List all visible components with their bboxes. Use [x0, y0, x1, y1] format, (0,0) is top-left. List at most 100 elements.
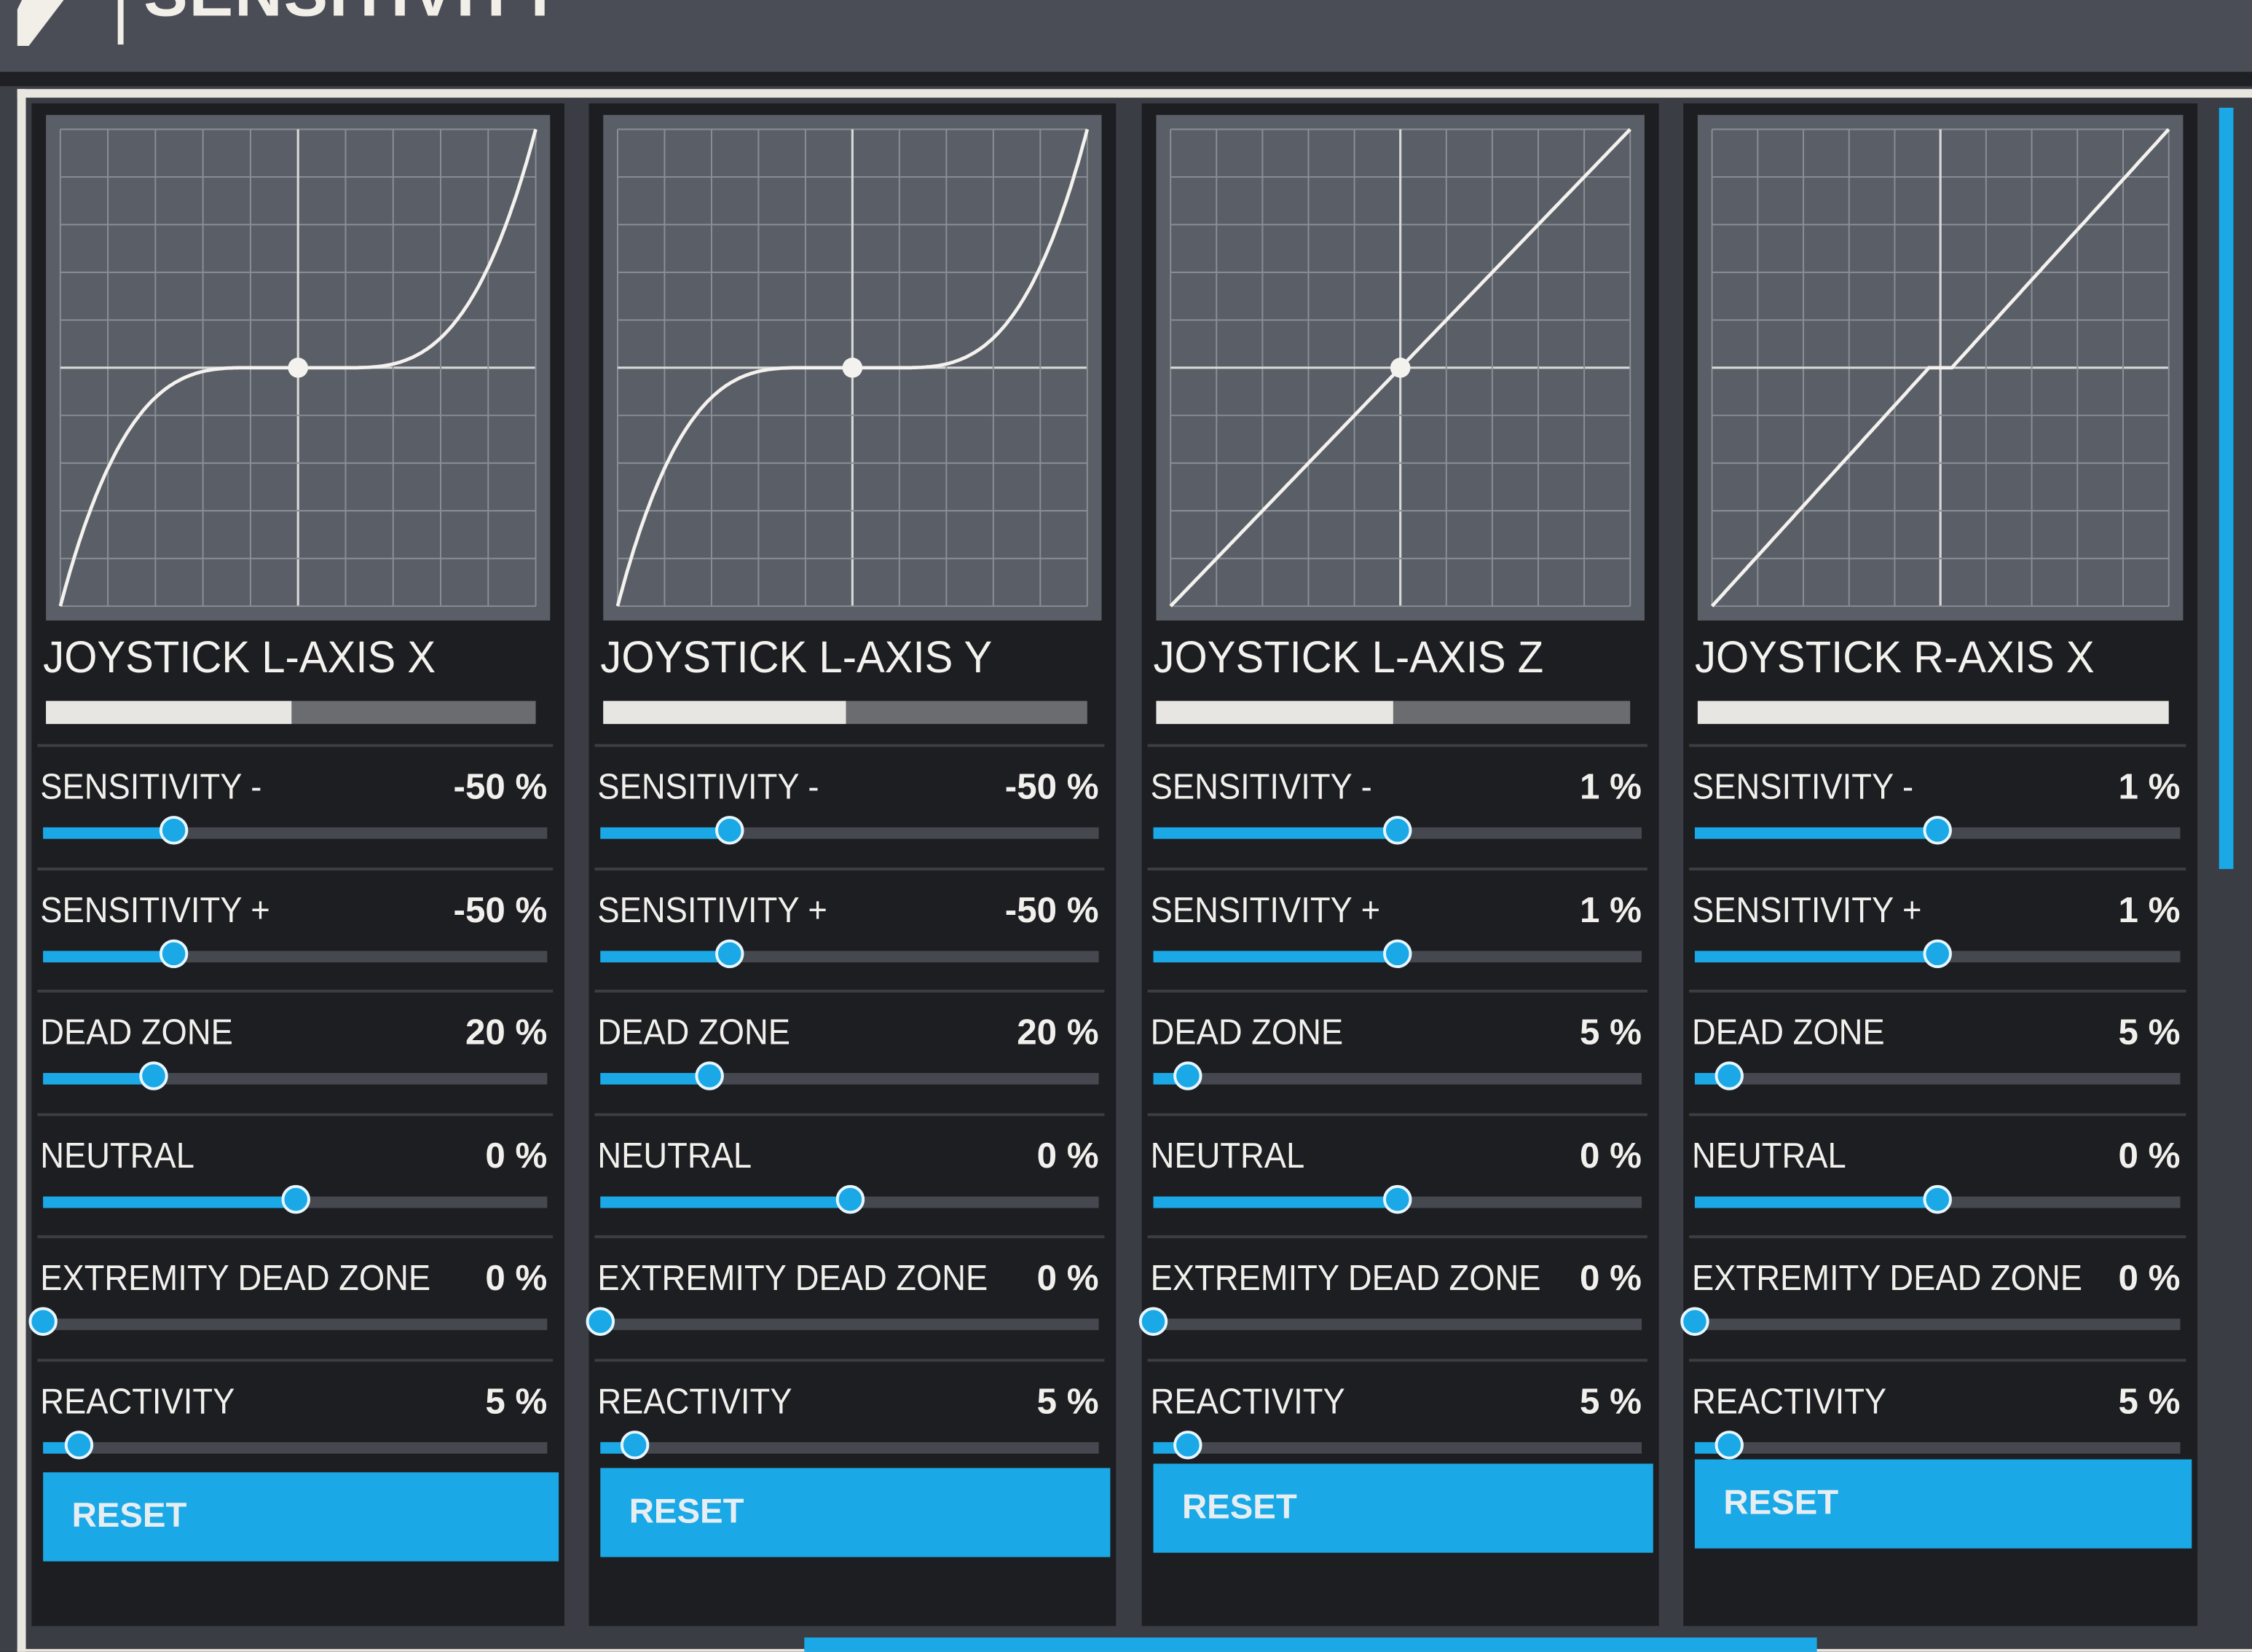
- setting-slider[interactable]: [1153, 1184, 1642, 1214]
- horizontal-scrollbar[interactable]: [804, 1637, 1817, 1652]
- slider-handle[interactable]: [1173, 1061, 1202, 1090]
- setting-value: 1 %: [2118, 889, 2181, 930]
- setting-label: NEUTRAL: [1150, 1135, 1305, 1176]
- setting-row: REACTIVITY 5 %: [1147, 1358, 1647, 1484]
- setting-label: SENSITIVITY -: [1692, 767, 1914, 808]
- setting-label: REACTIVITY: [40, 1381, 235, 1422]
- setting-slider[interactable]: [1694, 1430, 2181, 1459]
- slider-fill: [43, 827, 175, 839]
- setting-slider[interactable]: [1153, 938, 1642, 968]
- axis-input-bar: [603, 701, 1087, 724]
- axis-panel: JOYSTICK L-AXIS X SENSITIVITY - -50 % SENSI…: [28, 103, 564, 1627]
- slider-handle[interactable]: [280, 1184, 310, 1214]
- setting-slider[interactable]: [586, 1307, 1099, 1336]
- setting-slider[interactable]: [43, 1430, 548, 1459]
- curve-plot: [615, 128, 1090, 607]
- setting-row: DEAD ZONE 5 %: [1689, 989, 2186, 1115]
- setting-row: SENSITIVITY + 1 %: [1689, 867, 2186, 992]
- slider-handle[interactable]: [835, 1184, 865, 1214]
- setting-slider[interactable]: [1153, 1430, 1642, 1459]
- slider-handle[interactable]: [715, 816, 744, 845]
- setting-label: SENSITIVITY -: [597, 767, 819, 808]
- setting-slider[interactable]: [28, 1307, 548, 1336]
- setting-value: 5 %: [1580, 1012, 1642, 1053]
- slider-handle[interactable]: [696, 1061, 725, 1090]
- slider-fill: [1153, 950, 1398, 962]
- slider-handle[interactable]: [586, 1307, 615, 1336]
- slider-handle[interactable]: [1714, 1061, 1744, 1090]
- setting-slider[interactable]: [600, 1184, 1099, 1214]
- setting-slider[interactable]: [43, 938, 548, 968]
- setting-slider[interactable]: [600, 1430, 1099, 1459]
- curve-plot: [1169, 127, 1631, 607]
- slider-handle[interactable]: [715, 938, 744, 968]
- setting-row: NEUTRAL 0 %: [1147, 1112, 1647, 1238]
- slider-handle[interactable]: [1923, 1184, 1952, 1214]
- setting-label: EXTREMITY DEAD ZONE: [40, 1258, 431, 1299]
- setting-slider[interactable]: [1694, 1061, 2181, 1090]
- reset-button[interactable]: RESET: [600, 1468, 1111, 1557]
- slider-handle[interactable]: [1383, 1184, 1412, 1214]
- setting-value: 5 %: [485, 1381, 548, 1422]
- setting-slider[interactable]: [600, 938, 1099, 968]
- axis-title: JOYSTICK R-AXIS X: [1694, 632, 2095, 683]
- slider-fill: [600, 1195, 850, 1208]
- slider-handle[interactable]: [1923, 816, 1952, 845]
- slider-handle[interactable]: [1383, 816, 1412, 845]
- slider-handle[interactable]: [160, 816, 189, 845]
- slider-handle[interactable]: [1173, 1430, 1202, 1459]
- setting-slider[interactable]: [1153, 816, 1642, 845]
- setting-slider[interactable]: [1694, 816, 2181, 845]
- setting-label: REACTIVITY: [597, 1381, 792, 1422]
- response-curve: [1710, 127, 2170, 607]
- axis-input-bar: [1156, 701, 1631, 724]
- setting-slider[interactable]: [1138, 1307, 1642, 1336]
- setting-row: DEAD ZONE 20 %: [37, 989, 554, 1115]
- setting-label: NEUTRAL: [40, 1135, 194, 1176]
- slider-handle[interactable]: [1714, 1430, 1744, 1459]
- slider-handle[interactable]: [1680, 1307, 1709, 1336]
- setting-slider[interactable]: [43, 1184, 548, 1214]
- setting-value: -50 %: [453, 767, 548, 808]
- setting-row: EXTREMITY DEAD ZONE 0 %: [1138, 1235, 1647, 1361]
- slider-handle[interactable]: [1138, 1307, 1168, 1336]
- setting-row: SENSITIVITY + -50 %: [37, 867, 554, 992]
- setting-row: SENSITIVITY + -50 %: [594, 867, 1105, 992]
- neutral-point: [842, 358, 863, 378]
- slider-handle[interactable]: [139, 1061, 169, 1090]
- setting-slider[interactable]: [43, 1061, 548, 1090]
- setting-row: DEAD ZONE 20 %: [594, 989, 1105, 1115]
- axis-input-fill: [1697, 701, 2169, 724]
- setting-label: SENSITIVITY -: [1150, 767, 1372, 808]
- slider-handle[interactable]: [63, 1430, 93, 1459]
- scrollbar[interactable]: [2218, 107, 2234, 870]
- setting-slider[interactable]: [1694, 1184, 2181, 1214]
- slider-handle[interactable]: [1923, 938, 1952, 968]
- slider-fill: [1153, 1195, 1398, 1208]
- setting-value: 5 %: [2118, 1012, 2181, 1053]
- slider-handle[interactable]: [160, 938, 189, 968]
- slider-handle[interactable]: [1383, 938, 1412, 968]
- slider-handle[interactable]: [621, 1430, 650, 1459]
- curve-plot: [1710, 127, 2170, 607]
- setting-slider[interactable]: [600, 1061, 1099, 1090]
- setting-value: 0 %: [485, 1135, 548, 1176]
- setting-slider[interactable]: [1153, 1061, 1642, 1090]
- setting-slider[interactable]: [1694, 938, 2181, 968]
- setting-slider[interactable]: [1680, 1307, 2181, 1336]
- slider-handle[interactable]: [28, 1307, 58, 1336]
- setting-label: REACTIVITY: [1150, 1381, 1345, 1422]
- setting-label: SENSITIVITY +: [597, 889, 827, 930]
- setting-label: DEAD ZONE: [1150, 1012, 1344, 1053]
- axis-input-fill: [46, 701, 291, 724]
- reset-button[interactable]: RESET: [43, 1472, 559, 1562]
- reset-button[interactable]: RESET: [1694, 1459, 2192, 1549]
- setting-slider[interactable]: [600, 816, 1099, 845]
- axis-title: JOYSTICK L-AXIS Y: [600, 632, 993, 683]
- axis-panel: JOYSTICK L-AXIS Y SENSITIVITY - -50 % SENSI…: [586, 103, 1117, 1627]
- setting-value: -50 %: [453, 889, 548, 930]
- setting-slider[interactable]: [43, 816, 548, 845]
- reset-button[interactable]: RESET: [1153, 1463, 1653, 1553]
- page-title: SENSITIVITY: [143, 0, 563, 31]
- setting-row: EXTREMITY DEAD ZONE 0 %: [28, 1235, 554, 1361]
